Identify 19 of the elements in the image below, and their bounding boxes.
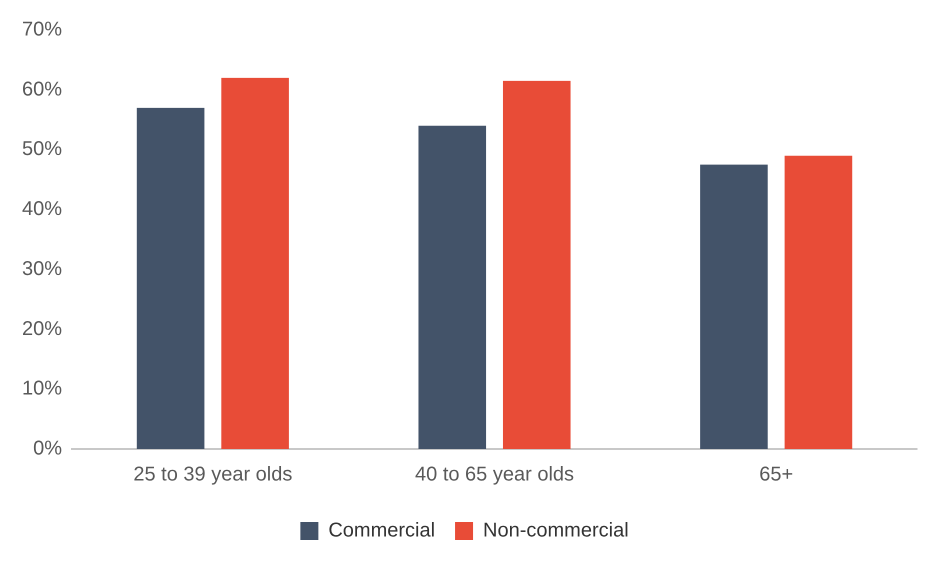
bar	[221, 78, 289, 449]
bar	[700, 164, 768, 449]
bar	[784, 156, 852, 449]
legend-label: Commercial	[328, 520, 436, 542]
y-tick-label: 10%	[22, 378, 62, 400]
x-tick-label: 25 to 39 year olds	[133, 464, 292, 486]
bar	[136, 108, 204, 449]
y-tick-label: 0%	[33, 438, 62, 460]
y-tick-label: 40%	[22, 198, 62, 220]
bar	[502, 80, 571, 449]
y-tick-label: 70%	[22, 18, 62, 41]
legend-label: Non-commercial	[483, 520, 629, 542]
y-tick-label: 20%	[22, 318, 62, 340]
x-tick-label: 40 to 65 year olds	[415, 464, 574, 486]
y-tick-label: 30%	[22, 258, 62, 280]
x-tick-label: 65+	[759, 464, 794, 486]
bar	[418, 126, 486, 449]
y-tick-label: 50%	[22, 138, 62, 160]
y-tick-label: 60%	[22, 78, 62, 100]
